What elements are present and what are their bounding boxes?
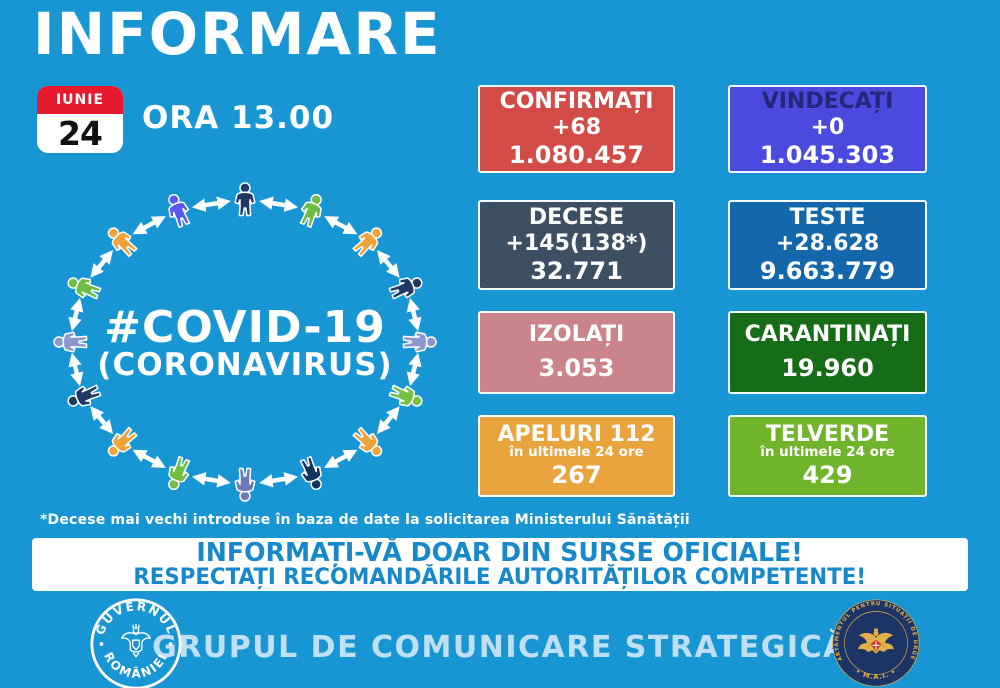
people-circle-icon [53,182,437,502]
covid-hashtag-text: #COVID-19 [104,302,386,353]
card-confirmati: CONFIRMAȚI +68 1.080.457 [478,85,675,173]
card-izolati-title: IZOLAȚI [528,322,625,348]
person-icon [168,193,191,229]
double-arrow-icon [132,449,166,468]
banner-line1: INFORMAȚI-VĂ DOAR DIN SURSE OFICIALE! [196,538,804,569]
calendar-day: 24 [58,114,103,153]
card-confirmati-title: CONFIRMAȚI [499,88,654,114]
person-icon [67,277,102,300]
card-telverde-total: 429 [802,461,853,490]
card-vindecati-title: VINDECAȚI [761,88,894,114]
person-icon [107,227,138,258]
person-icon [352,426,383,457]
card-carantinati-total: 19.960 [781,354,874,383]
double-arrow-icon [68,352,84,387]
card-carantinati: CARANTINAȚI 19.960 [728,311,927,394]
card-telverde-title: TELVERDE [765,422,890,448]
deaths-footnote: *Decese mai vechi introduse în baza de d… [40,512,690,528]
double-arrow-icon [132,216,166,235]
card-apeluri-total: 267 [551,461,602,490]
double-arrow-icon [324,449,358,468]
guvernul-romaniei-seal-icon: GUVERNUL ROMÂNIEI [90,598,182,688]
double-arrow-icon [406,297,422,332]
double-arrow-icon [191,472,231,488]
strategic-communication-group-label: GRUPUL DE COMUNICARE STRATEGICĂ [152,630,848,665]
card-vindecati: VINDECAȚI +0 1.045.303 [728,85,927,173]
eagle-emblem-icon [120,623,152,658]
double-arrow-icon [90,250,114,278]
person-icon [168,455,191,491]
double-arrow-icon [90,406,114,434]
person-icon [402,331,437,353]
card-decese-title: DECESE [528,204,625,230]
double-arrow-icon [259,196,299,212]
person-icon [299,455,322,491]
card-decese: DECESE +145(138*) 32.771 [478,200,675,290]
card-carantinati-title: CARANTINAȚI [744,322,911,348]
card-vindecati-delta: +0 [810,114,845,140]
covid-circle-graphic: #COVID-19 (CORONAVIRUS) [20,166,470,518]
person-icon [299,193,322,229]
double-arrow-icon [376,250,400,278]
person-icon [107,426,138,457]
svg-text:GUVERNUL: GUVERNUL [93,599,179,637]
person-icon [388,384,423,407]
card-izolati-total: 3.053 [538,354,615,383]
card-apeluri-112: APELURI 112 în ultimele 24 ore 267 [478,415,675,497]
official-sources-banner: INFORMAȚI-VĂ DOAR DIN SURSE OFICIALE! RE… [32,538,968,591]
banner-line2: RESPECTAȚI RECOMANDĂRILE AUTORITĂȚILOR C… [133,564,867,590]
svg-text:ROMÂNIEI: ROMÂNIEI [101,650,171,681]
dsu-mai-seal-icon: DEPARTAMENTUL PENTRU SITUAȚII DE URGENȚĂ… [832,599,920,687]
double-arrow-icon [259,472,299,488]
person-icon [234,467,256,502]
double-arrow-icon [406,352,422,387]
gold-eagle-emblem-icon [858,628,894,654]
card-teste-total: 9.663.779 [759,256,896,285]
double-arrow-icon [191,196,231,212]
card-telverde-subtitle: în ultimele 24 ore [760,444,895,461]
calendar-month: IUNIE [37,86,123,114]
card-decese-delta: +145(138*) [505,230,648,256]
person-icon [53,331,88,353]
person-icon [234,182,256,217]
person-icon [388,277,423,300]
card-teste-delta: +28.628 [775,230,880,256]
person-icon [352,227,383,258]
card-teste-title: TESTE [789,204,866,230]
double-arrow-icon [324,216,358,235]
double-arrow-icon [68,297,84,332]
card-confirmati-total: 1.080.457 [508,140,645,169]
double-arrow-icon [376,406,400,434]
card-telverde: TELVERDE în ultimele 24 ore 429 [728,415,927,497]
card-vindecati-total: 1.045.303 [759,140,896,169]
time-label: ORA 13.00 [142,100,335,136]
card-decese-total: 32.771 [530,256,623,285]
card-izolati: IZOLAȚI 3.053 [478,311,675,394]
page-title: INFORMARE [33,0,442,68]
calendar-date-badge: IUNIE 24 [37,86,123,153]
card-apeluri-subtitle: în ultimele 24 ore [509,444,644,461]
card-teste: TESTE +28.628 9.663.779 [728,200,927,290]
card-confirmati-delta: +68 [551,114,602,140]
coronavirus-text: (CORONAVIRUS) [97,347,393,383]
person-icon [67,384,102,407]
card-apeluri-title: APELURI 112 [497,422,656,448]
